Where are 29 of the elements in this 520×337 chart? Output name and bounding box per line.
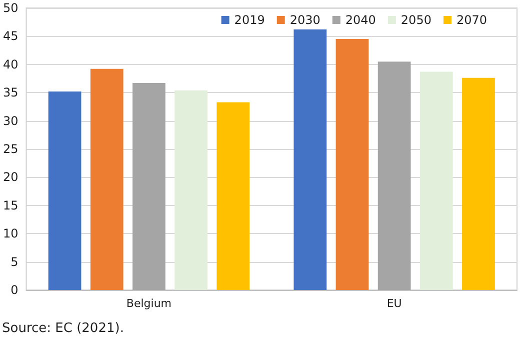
y-tick-label: 35 — [2, 86, 18, 100]
y-tick-label: 25 — [2, 142, 18, 156]
y-tick-label: 10 — [2, 226, 18, 241]
bar — [216, 102, 250, 290]
y-tick-label: 45 — [2, 29, 18, 44]
bar — [48, 91, 82, 290]
bar — [174, 90, 208, 290]
y-tick-label: 40 — [2, 57, 18, 72]
bar — [294, 29, 327, 290]
bar — [462, 78, 495, 290]
bar — [378, 62, 411, 290]
y-tick-label: 5 — [10, 254, 18, 269]
x-tick-label: Belgium — [126, 297, 172, 310]
y-tick-label: 20 — [2, 170, 18, 184]
bar — [336, 39, 369, 290]
y-tick-label: 0 — [10, 283, 18, 297]
y-tick-label: 30 — [2, 114, 18, 128]
source-note: Source: EC (2021). — [2, 321, 124, 336]
legend-label: 2019 — [234, 13, 265, 27]
legend-label: 2030 — [290, 13, 320, 27]
bar — [90, 68, 124, 290]
bar — [132, 83, 166, 290]
bar — [420, 72, 453, 290]
x-tick-label: EU — [386, 297, 402, 310]
y-tick-label: 15 — [2, 198, 18, 212]
legend-label: 2070 — [456, 13, 488, 27]
y-tick-label: 50 — [2, 1, 18, 15]
legend-label: 2040 — [345, 13, 376, 27]
legend-label: 2050 — [400, 13, 432, 27]
